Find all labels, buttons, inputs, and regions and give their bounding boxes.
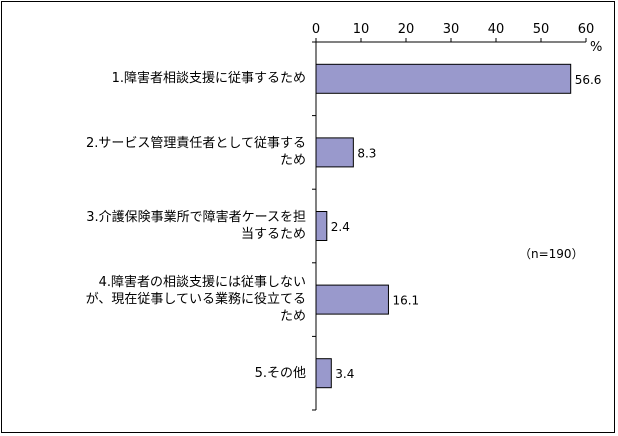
data-label: 8.3 bbox=[357, 146, 376, 160]
data-label: 3.4 bbox=[335, 367, 354, 381]
category-label: 5.その他 bbox=[20, 365, 306, 382]
category-label-line: ため bbox=[279, 309, 306, 325]
bar bbox=[315, 137, 354, 168]
x-tick-label: 50 bbox=[533, 22, 550, 37]
unit-label: % bbox=[590, 40, 602, 55]
category-label: 4.障害者の相談支援には従事しない が、現在従事している業務に役立てる ため bbox=[20, 274, 306, 325]
bar bbox=[315, 358, 332, 389]
bar bbox=[315, 284, 389, 315]
data-label: 56.6 bbox=[575, 73, 602, 87]
x-tick-label: 30 bbox=[443, 22, 460, 37]
category-label-line: 4.障害者の相談支援には従事しない bbox=[98, 275, 306, 291]
data-label: 16.1 bbox=[392, 294, 419, 308]
category-label: 3.介護保険事業所で障害者ケースを担当するため bbox=[20, 209, 306, 243]
category-label-line: 1.障害者相談支援に従事するため bbox=[111, 71, 306, 87]
x-tick-label: 40 bbox=[488, 22, 505, 37]
category-label-line: が、現在従事している業務に役立てる bbox=[85, 292, 306, 308]
category-label: 1.障害者相談支援に従事するため bbox=[20, 70, 306, 87]
category-label: 2.サービス管理責任者として従事する ため bbox=[20, 135, 306, 169]
category-label-line: ため bbox=[279, 153, 306, 169]
data-label: 2.4 bbox=[331, 220, 350, 234]
category-label-line: 3.介護保険事業所で障害者ケースを担 bbox=[86, 210, 306, 225]
sample-size-note: （n=190） bbox=[519, 247, 584, 261]
bar bbox=[315, 63, 572, 94]
category-label-line: 当するため bbox=[240, 227, 306, 242]
category-label-line: 5.その他 bbox=[254, 365, 306, 381]
x-tick-label: 60 bbox=[578, 22, 595, 37]
x-tick-label: 10 bbox=[353, 22, 370, 37]
x-tick-label: 0 bbox=[312, 22, 320, 37]
bar bbox=[315, 211, 328, 241]
x-tick-label: 20 bbox=[398, 22, 415, 37]
category-label-line: 2.サービス管理責任者として従事する bbox=[85, 136, 306, 152]
